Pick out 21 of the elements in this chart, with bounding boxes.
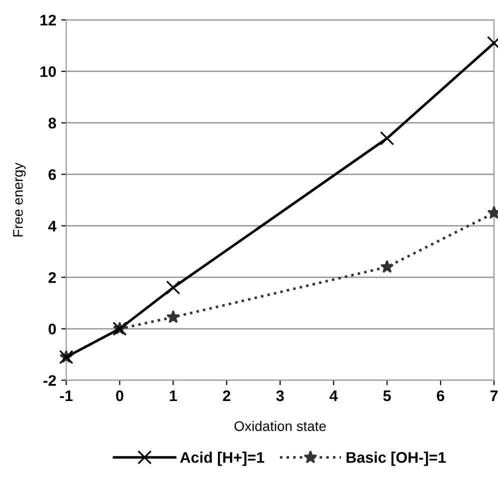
y-tick-label: 8	[48, 118, 56, 129]
y-tick-label: 10	[40, 66, 56, 78]
x-tick-label: 3	[276, 390, 284, 402]
y-tick-label: -2	[44, 375, 56, 386]
x-tick-label: 7	[490, 390, 498, 402]
x-tick-label: 2	[222, 390, 230, 402]
x-tick-label: -1	[60, 390, 73, 402]
legend-label: Basic [OH-]=1	[346, 452, 446, 466]
x-axis-title: Oxidation state	[234, 420, 326, 432]
y-tick-label: 12	[40, 14, 56, 26]
legend-label: Acid [H+]=1	[180, 452, 264, 466]
y-tick-label: 6	[48, 169, 56, 180]
x-tick-label: 0	[116, 390, 124, 402]
y-tick-label: 2	[48, 272, 56, 283]
x-tick-label: 6	[436, 390, 444, 402]
x-tick-label: 4	[330, 390, 338, 402]
y-tick-label: 4	[48, 220, 56, 232]
y-tick-label: 0	[48, 324, 56, 334]
x-tick-label: 5	[383, 390, 391, 402]
y-axis-title: Free energy	[13, 162, 26, 236]
x-tick-label: 1	[170, 390, 178, 402]
